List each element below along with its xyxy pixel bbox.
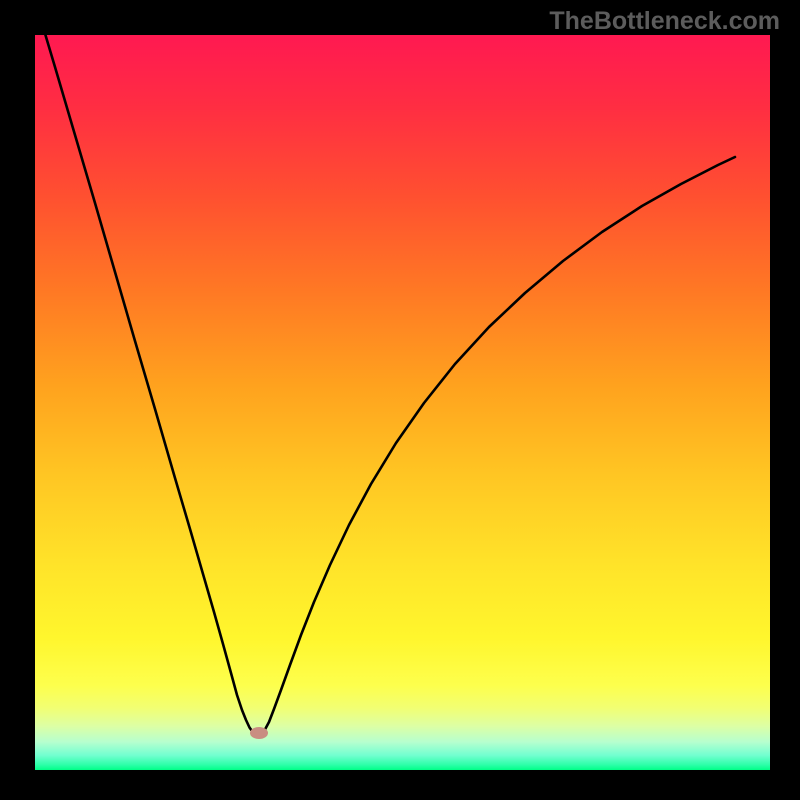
minimum-marker (250, 727, 268, 739)
gradient-background (35, 35, 770, 770)
watermark-text: TheBottleneck.com (549, 7, 780, 36)
bottleneck-chart (35, 35, 770, 770)
